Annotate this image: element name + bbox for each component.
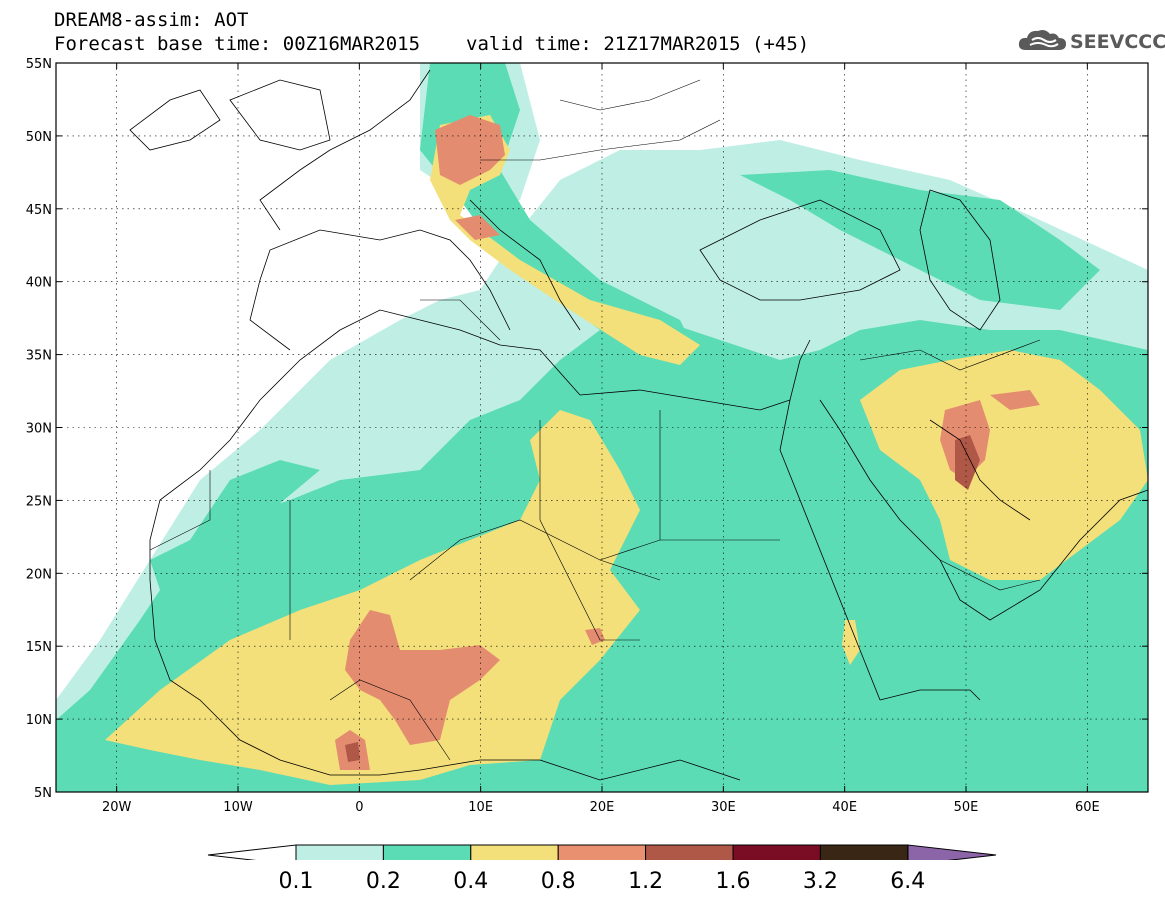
colorbar-above-triangle bbox=[907, 844, 997, 860]
colorbar-label: 0.2 bbox=[365, 869, 401, 894]
valid-time: valid time: 21Z17MAR2015 (+45) bbox=[466, 33, 810, 55]
lat-tick-label: 20N bbox=[26, 567, 52, 582]
colorbar-below-triangle bbox=[207, 844, 297, 860]
cloud-icon bbox=[1018, 30, 1066, 50]
colorbar-box bbox=[732, 844, 821, 860]
lat-tick-label: 25N bbox=[26, 494, 52, 509]
colorbar-box bbox=[819, 844, 909, 860]
lon-tick-label: 10W bbox=[223, 800, 253, 815]
lon-tick-label: 40E bbox=[832, 800, 857, 815]
colorbar bbox=[207, 844, 997, 860]
colorbar-label: 1.2 bbox=[628, 869, 664, 894]
lon-tick-label: 20E bbox=[590, 800, 615, 815]
lat-tick-label: 30N bbox=[26, 422, 52, 437]
colorbar-label: 6.4 bbox=[890, 869, 926, 894]
lat-tick-label: 35N bbox=[26, 349, 52, 364]
lat-tick-label: 15N bbox=[26, 640, 52, 655]
lon-tick-label: 30E bbox=[711, 800, 736, 815]
coastlines bbox=[129, 69, 1148, 781]
lat-tick-label: 10N bbox=[26, 713, 52, 728]
seevccc-logo: SEEVCCC bbox=[1018, 26, 1165, 56]
lon-tick-label: 60E bbox=[1075, 800, 1100, 815]
lon-tick-label: 20W bbox=[102, 800, 132, 815]
lat-tick-label: 5N bbox=[34, 786, 52, 801]
lat-tick-label: 55N bbox=[26, 57, 52, 72]
colorbar-box bbox=[557, 844, 647, 860]
colorbar-label: 0.4 bbox=[453, 869, 489, 894]
logo-text: SEEVCCC bbox=[1070, 31, 1165, 53]
title-line-2: Forecast base time: 00Z16MAR2015 valid ti… bbox=[54, 33, 809, 55]
lon-tick-label: 50E bbox=[954, 800, 979, 815]
colorbar-label: 0.8 bbox=[540, 869, 576, 894]
lat-tick-label: 45N bbox=[26, 203, 52, 218]
forecast-base-time: Forecast base time: 00Z16MAR2015 bbox=[54, 33, 421, 55]
colorbar-box bbox=[382, 844, 472, 860]
lon-tick-label: 10E bbox=[468, 800, 493, 815]
aot-band-0.4 bbox=[105, 115, 1148, 785]
gridlines bbox=[56, 63, 1148, 792]
colorbar-label: 1.6 bbox=[715, 869, 751, 894]
aot-band-1.2 bbox=[345, 435, 980, 762]
map-axes: 5N 10N 15N 20N 25N 30N 35N 40N 45N 50N 55N 20W 10W 0 1… bbox=[26, 57, 1148, 815]
title-line-1: DREAM8-assim: AOT bbox=[54, 9, 249, 31]
lon-tick-label: 0 bbox=[355, 800, 363, 815]
colorbar-label: 3.2 bbox=[802, 869, 838, 894]
aot-map: 5N 10N 15N 20N 25N 30N 35N 40N 45N 50N 55N 20W 10W 0 1… bbox=[26, 57, 1149, 860]
colorbar-label: 0.1 bbox=[278, 869, 314, 894]
colorbar-box bbox=[295, 844, 384, 860]
lat-tick-label: 40N bbox=[26, 276, 52, 291]
borders bbox=[149, 79, 1041, 761]
colorbar-box bbox=[645, 844, 734, 860]
colorbar-box bbox=[470, 844, 559, 860]
colorbar-boxes bbox=[295, 844, 909, 860]
lat-tick-label: 50N bbox=[26, 130, 52, 145]
